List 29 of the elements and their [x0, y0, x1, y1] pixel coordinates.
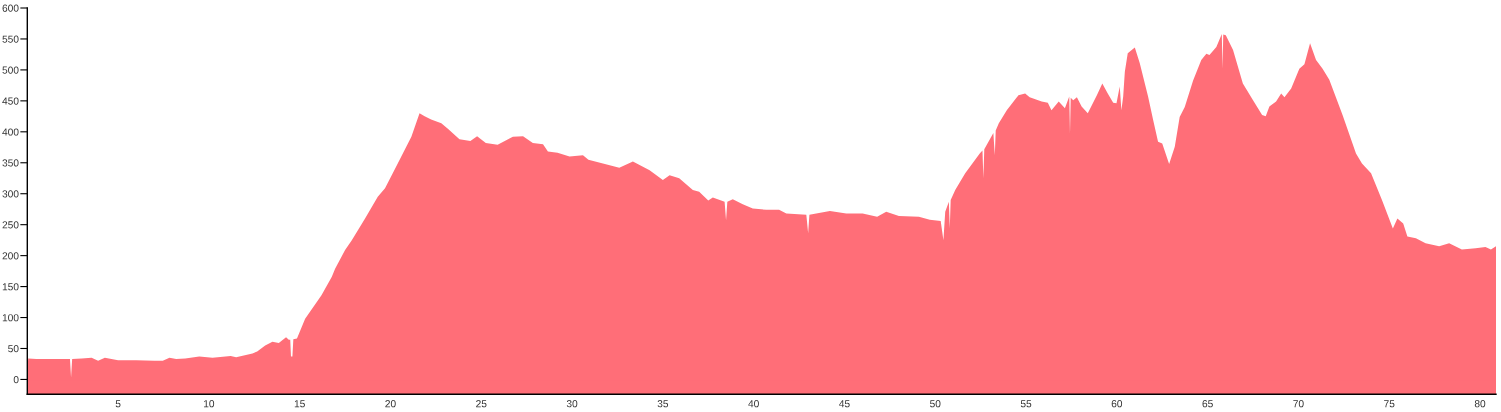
y-tick-label: 200 [2, 252, 19, 260]
x-tick-label: 15 [294, 400, 305, 408]
x-tick-label: 65 [1202, 400, 1213, 408]
x-tick-label: 30 [566, 400, 578, 408]
y-tick-label: 300 [2, 190, 19, 198]
y-tick-label: 450 [2, 97, 19, 105]
y-tick-label: 150 [2, 283, 19, 291]
y-tick-label: 50 [8, 345, 19, 353]
y-tick-label: 100 [2, 314, 19, 322]
x-tick-label: 10 [204, 400, 215, 408]
x-tick-label: 25 [476, 400, 487, 408]
x-tick-label: 55 [1020, 400, 1032, 408]
y-tick-label: 0 [13, 376, 19, 384]
x-tick-label: 5 [115, 400, 121, 408]
y-tick-label: 350 [2, 159, 19, 167]
y-tick-label: 500 [2, 66, 19, 74]
y-tick-label: 550 [2, 35, 19, 43]
x-tick-label: 80 [1474, 400, 1486, 408]
x-tick-label: 35 [657, 400, 669, 408]
x-tick-label: 70 [1293, 400, 1304, 408]
y-tick-label: 250 [2, 221, 19, 229]
x-tick-label: 50 [930, 400, 941, 408]
x-tick-label: 60 [1111, 400, 1123, 408]
x-tick-label: 40 [748, 400, 759, 408]
y-tick-label: 400 [2, 128, 19, 136]
x-tick-label: 45 [839, 400, 850, 408]
y-tick-label: 600 [2, 4, 19, 12]
x-tick-label: 75 [1384, 400, 1395, 408]
x-tick-label: 20 [385, 400, 396, 408]
